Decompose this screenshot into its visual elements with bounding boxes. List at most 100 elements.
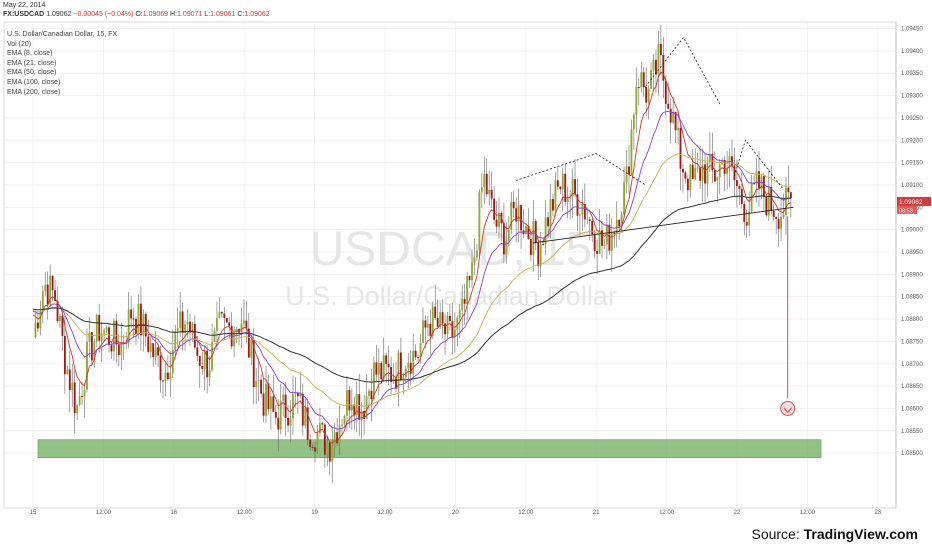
candle-body [787, 187, 790, 193]
candle-body [169, 372, 172, 380]
candle-body [46, 284, 49, 305]
candle [358, 373, 361, 436]
candle [385, 352, 388, 383]
candle [787, 165, 790, 203]
candle-body [157, 347, 160, 356]
candle [525, 223, 527, 235]
y-tick-label: 1.09000 [901, 228, 923, 234]
candle-body [549, 198, 552, 227]
candle [475, 243, 478, 262]
candle [576, 178, 579, 231]
candle [176, 307, 179, 347]
candle-body [775, 216, 778, 220]
candle-body [132, 318, 135, 320]
candle [517, 188, 520, 243]
indicator-legend: U.S. Dollar/Canadian Dollar, 15, FX Vol … [7, 30, 117, 97]
ema8-line [32, 71, 792, 444]
candle [716, 176, 719, 203]
candle [66, 365, 69, 375]
candle-body [480, 187, 483, 193]
candle [162, 380, 164, 399]
candle [363, 394, 366, 435]
candle-body [743, 203, 746, 222]
candle [422, 307, 424, 344]
candle [635, 67, 638, 134]
candle [41, 285, 44, 323]
candle-body [397, 352, 400, 389]
candle [664, 75, 667, 116]
candle-body [596, 251, 599, 254]
candle [745, 209, 748, 238]
candle-body [647, 88, 650, 103]
legend-item-ema8[interactable]: EMA (8, close) [7, 50, 53, 58]
candle-body [534, 221, 537, 243]
candle [574, 158, 576, 197]
candle-body [319, 423, 321, 433]
candle [341, 419, 343, 437]
legend-item-ema200[interactable]: EMA (200, close) [7, 88, 61, 96]
candle-body [63, 335, 66, 375]
last-price: 1.09062 [46, 11, 72, 18]
high-label: H: [170, 11, 177, 18]
candle-body [475, 250, 478, 258]
candle [706, 156, 709, 197]
open-value: 1.09069 [142, 11, 169, 18]
candle [292, 375, 294, 436]
open-label: O: [135, 11, 143, 18]
legend-item-ema100[interactable]: EMA (100, close) [7, 78, 61, 86]
legend-item-series[interactable]: U.S. Dollar/Canadian Dollar, 15, FX [7, 31, 118, 38]
price-badge [897, 196, 931, 206]
candle [137, 294, 140, 339]
candle-body [242, 320, 245, 324]
candle-body [336, 432, 339, 444]
candle-body [331, 446, 334, 462]
candle [203, 345, 206, 391]
candle-body [669, 108, 672, 123]
candle-body [56, 300, 59, 321]
candle-body [387, 363, 390, 368]
candle [662, 36, 665, 98]
candle-body [277, 417, 280, 430]
candle-body [446, 315, 449, 335]
candle-body [296, 392, 299, 397]
candle [733, 147, 736, 197]
candle [105, 325, 108, 334]
candle [100, 321, 103, 362]
candle [68, 350, 71, 413]
candle [686, 175, 689, 202]
candle-body [294, 392, 297, 395]
candle [424, 315, 427, 349]
plot-area [3, 21, 897, 509]
symbol-label[interactable]: FX:USDCAD [3, 11, 45, 18]
candle-body [343, 415, 346, 425]
candle-body [39, 311, 42, 329]
candle-body [753, 183, 756, 185]
candle-body [635, 87, 638, 115]
candle-body [659, 43, 662, 55]
legend-item-vol[interactable]: Vol (20) [7, 40, 32, 48]
candle-body [228, 322, 231, 326]
candle-body [552, 198, 554, 211]
candle-body [93, 341, 96, 361]
candle [674, 111, 677, 144]
legend-item-ema21[interactable]: EMA (21, close) [7, 59, 57, 67]
candle [198, 355, 201, 388]
candle [620, 211, 623, 233]
candle-body [240, 323, 243, 333]
candle-body [68, 369, 71, 391]
candle-body [78, 395, 81, 405]
candle [120, 322, 123, 370]
candle-body [708, 154, 711, 163]
x-tick-label: 20 [452, 510, 459, 516]
candle [95, 313, 98, 348]
candle-body [502, 223, 505, 255]
legend-item-ema50[interactable]: EMA (50, close) [7, 69, 57, 77]
candle-body [353, 404, 356, 416]
candle-body [88, 332, 91, 342]
candle-body [679, 128, 682, 169]
candle-body [179, 311, 182, 328]
candle-body [171, 350, 174, 373]
x-tick-label: 21 [593, 510, 600, 516]
candle-body [473, 257, 476, 263]
